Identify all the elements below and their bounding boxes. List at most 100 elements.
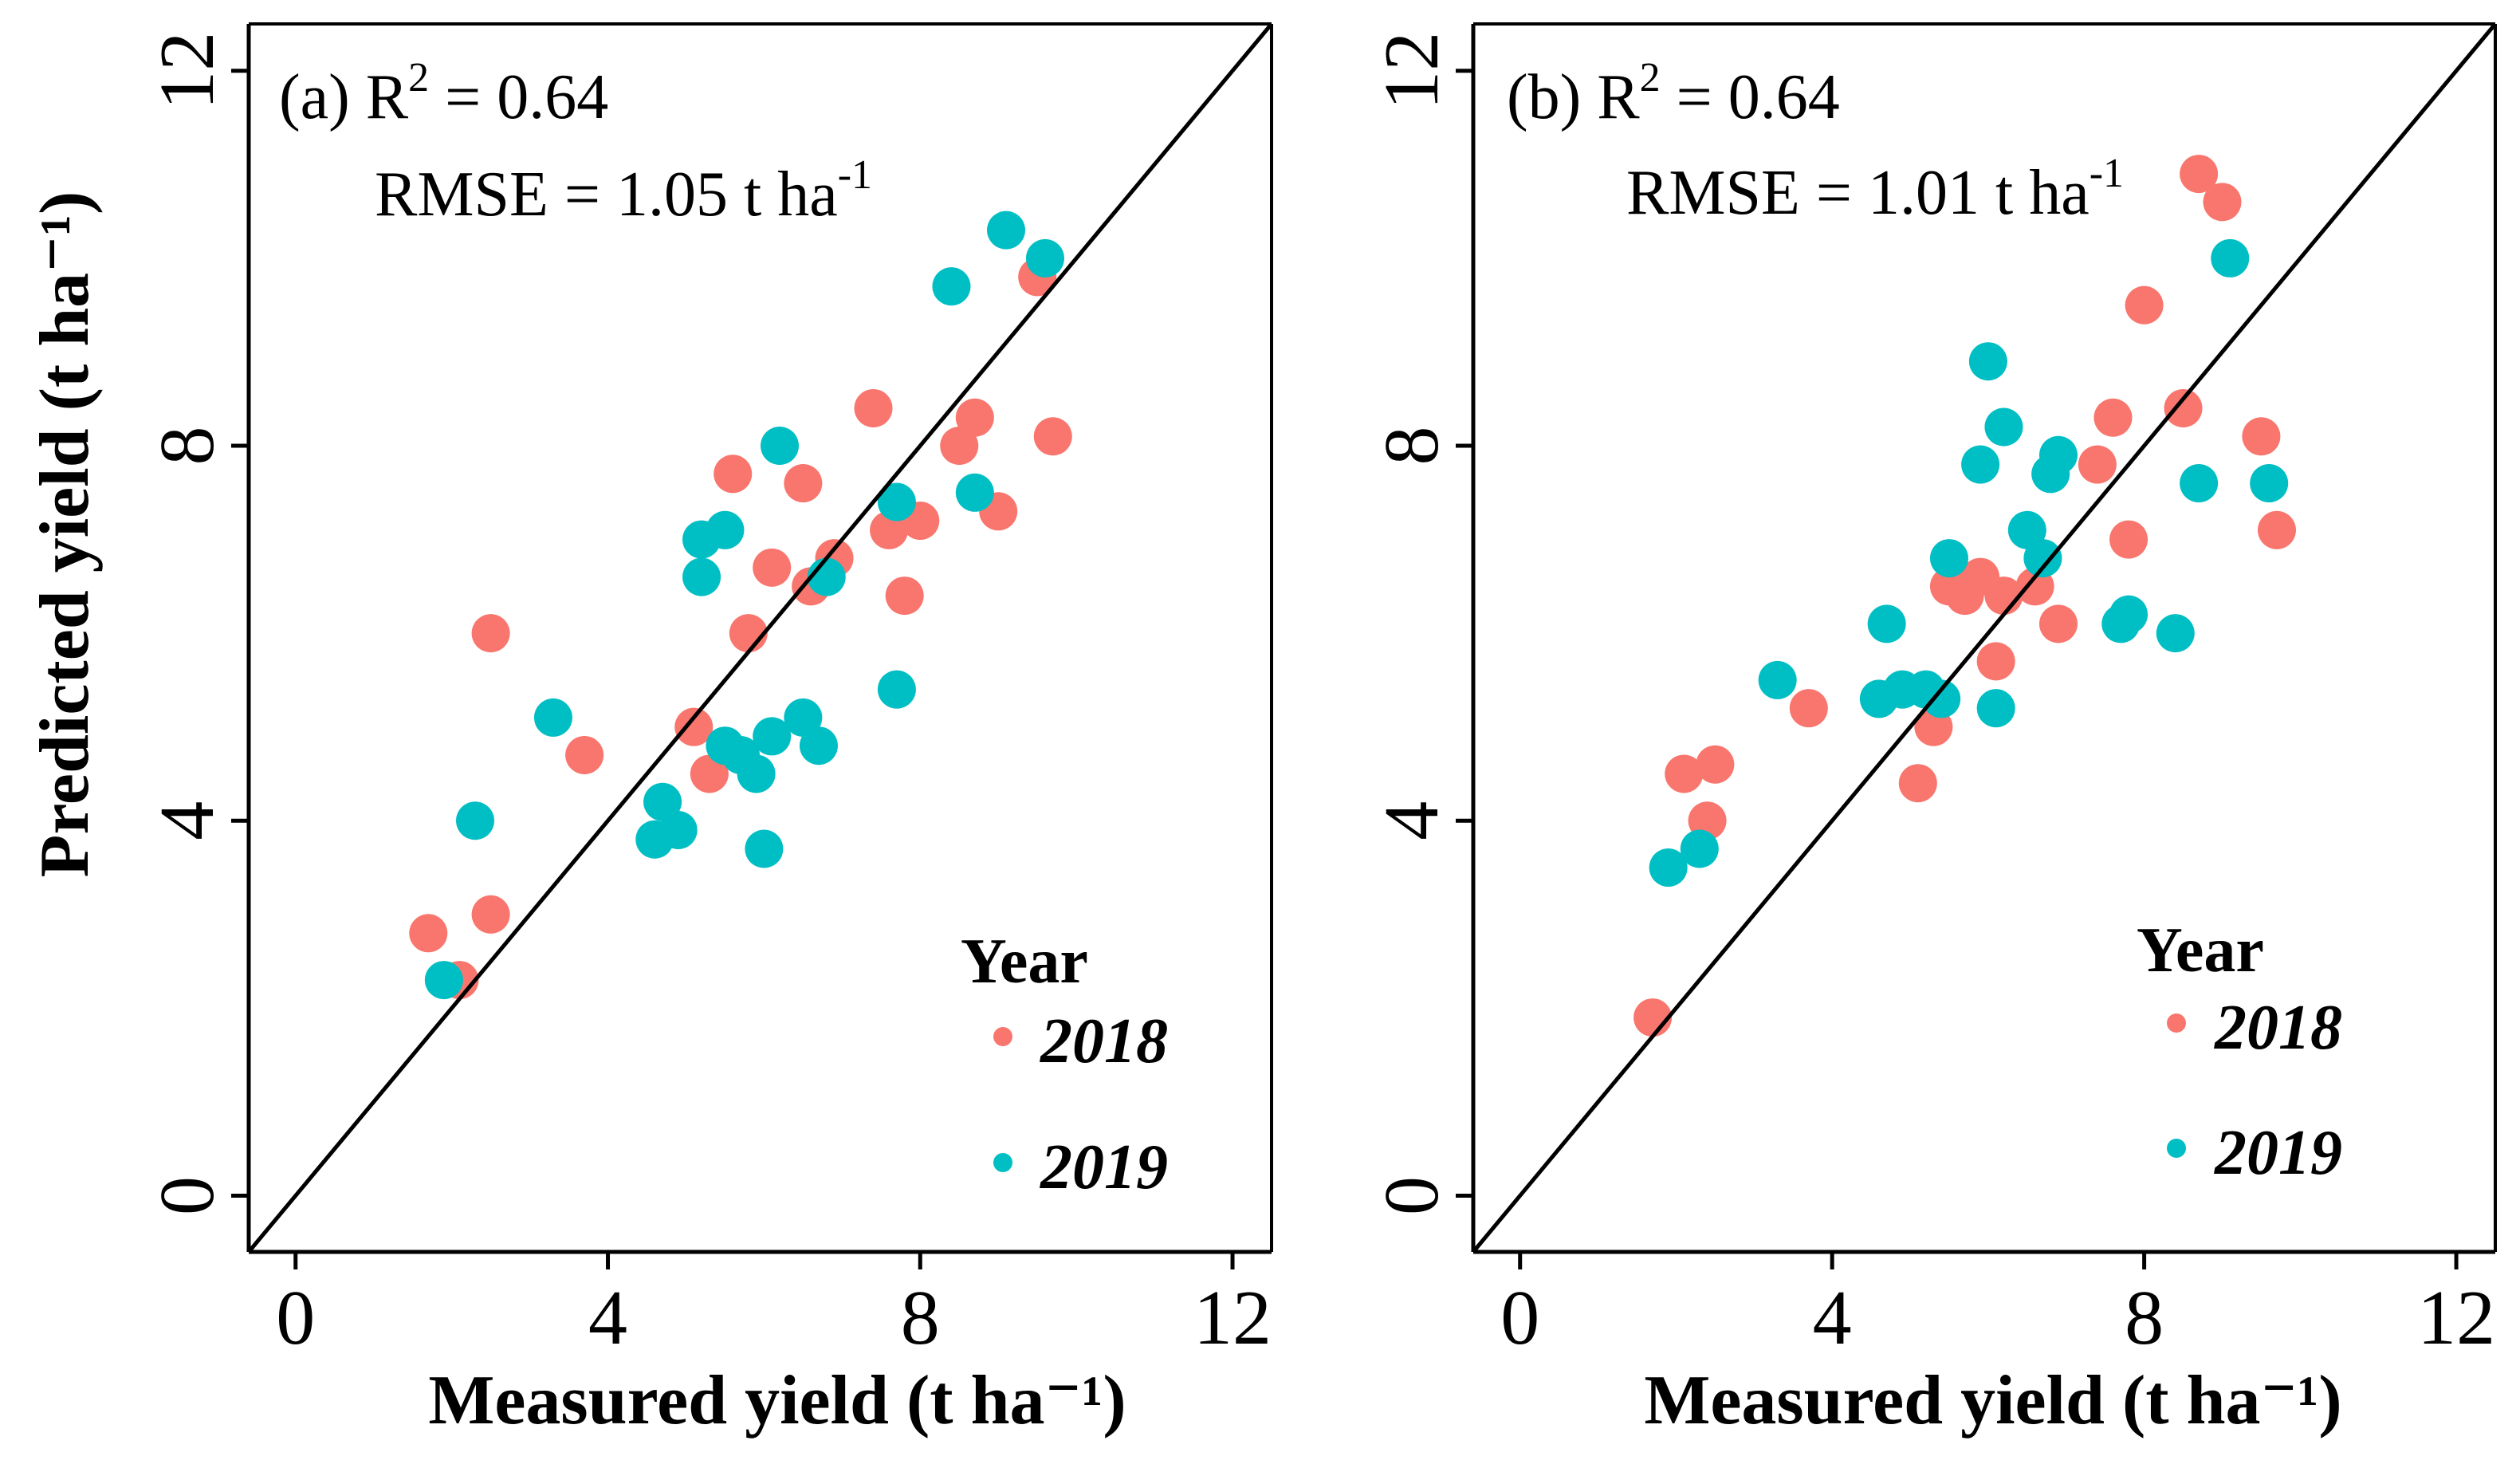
y-tick-label: 12 <box>1369 32 1455 110</box>
data-point-2019 <box>2023 539 2062 578</box>
data-point-2019 <box>682 557 721 596</box>
data-point-2018 <box>2180 155 2219 194</box>
panel-b-ticks: 0 4 8 12 0 4 8 12 <box>1369 32 2495 1361</box>
panel-a-legend-title: Year <box>961 927 1088 997</box>
x-tick-label: 8 <box>901 1275 940 1361</box>
data-point-2018 <box>753 548 792 587</box>
data-point-2019 <box>2211 238 2250 277</box>
panel-b-legend-label-2018: 2018 <box>2214 993 2342 1063</box>
data-point-2019 <box>877 482 916 521</box>
data-point-2019 <box>1929 539 1968 578</box>
data-point-2018 <box>1696 745 1735 784</box>
panel-b-r2-annotation: (b) R2 = 0.64 <box>1507 55 1840 132</box>
data-point-2019 <box>1025 238 1064 277</box>
data-point-2018 <box>1898 764 1937 803</box>
data-point-2019 <box>2007 510 2046 549</box>
panel-a: 0 4 8 12 0 4 8 12 (a) R2 = 0.64 RMSE = 1.05 t h… <box>26 22 1273 1439</box>
data-point-2019 <box>745 829 784 868</box>
data-point-2018 <box>2242 417 2281 456</box>
panel-a-points <box>409 211 1072 1000</box>
data-point-2018 <box>2125 285 2164 325</box>
data-point-2018 <box>409 914 448 953</box>
panel-a-y-axis-title: Predicted yield (t ha⁻¹) <box>26 191 104 878</box>
x-tick-label: 0 <box>276 1275 315 1361</box>
data-point-2019 <box>424 961 463 1000</box>
y-tick-label: 4 <box>144 801 230 840</box>
x-tick-label: 4 <box>1813 1275 1852 1361</box>
data-point-2019 <box>1976 689 2015 728</box>
y-tick-label: 8 <box>144 427 230 466</box>
data-point-2019 <box>1680 829 1719 868</box>
data-point-2018 <box>471 614 510 653</box>
data-point-2018 <box>1789 689 1828 728</box>
panel-a-legend-label-2018: 2018 <box>1040 1006 1168 1076</box>
x-tick-label: 12 <box>1193 1275 1272 1361</box>
data-point-2018 <box>674 707 714 746</box>
panel-b: 0 4 8 12 0 4 8 12 (b) R2 = 0.64 RMSE = 1.01 t h… <box>1369 22 2497 1439</box>
data-point-2018 <box>2203 183 2242 222</box>
panel-b-legend-key-2019 <box>2167 1139 2186 1158</box>
x-tick-label: 0 <box>1500 1275 1539 1361</box>
data-point-2018 <box>1665 754 1704 793</box>
data-point-2018 <box>940 427 979 466</box>
x-tick-label: 8 <box>2125 1275 2164 1361</box>
panel-b-points <box>1633 155 2296 1037</box>
data-point-2019 <box>737 754 776 793</box>
panel-a-legend-label-2019: 2019 <box>1040 1132 1168 1202</box>
panel-b-rmse-annotation: RMSE = 1.01 t ha-1 <box>1626 151 2124 228</box>
data-point-2018 <box>1976 642 2015 681</box>
data-point-2018 <box>2257 510 2296 549</box>
panel-b-one-to-one-line <box>1472 22 2497 1254</box>
panel-a-legend-key-2019 <box>993 1153 1012 1172</box>
y-tick-label: 12 <box>144 32 230 110</box>
data-point-2019 <box>2109 595 2148 634</box>
data-point-2018 <box>955 398 994 437</box>
data-point-2018 <box>2093 398 2133 437</box>
data-point-2019 <box>659 810 698 849</box>
panel-a-r2-annotation: (a) R2 = 0.64 <box>279 55 608 132</box>
data-point-2019 <box>1961 445 2000 484</box>
panel-a-legend-key-2018 <box>993 1027 1012 1046</box>
data-point-2019 <box>1649 848 1688 887</box>
data-point-2018 <box>2078 445 2117 484</box>
x-tick-label: 12 <box>2417 1275 2495 1361</box>
panel-a-one-to-one-line <box>247 22 1273 1254</box>
data-point-2018 <box>1033 417 1072 456</box>
panel-b-x-axis-title: Measured yield (t ha⁻¹) <box>1644 1362 2341 1439</box>
data-point-2018 <box>885 577 924 616</box>
data-point-2019 <box>2180 464 2219 503</box>
data-point-2019 <box>987 211 1026 250</box>
panel-b-legend-label-2019: 2019 <box>2214 1118 2342 1188</box>
data-point-2018 <box>714 455 753 494</box>
panel-a-x-axis-title: Measured yield (t ha⁻¹) <box>428 1362 1126 1439</box>
panel-b-legend-title: Year <box>2137 915 2264 986</box>
data-point-2019 <box>955 473 994 512</box>
data-point-2019 <box>1922 679 1961 718</box>
y-tick-label: 4 <box>1369 801 1455 840</box>
data-point-2019 <box>799 726 838 765</box>
data-point-2019 <box>753 717 792 756</box>
data-point-2019 <box>456 801 495 840</box>
data-point-2018 <box>2038 604 2078 643</box>
data-point-2018 <box>784 464 823 503</box>
data-point-2018 <box>2164 388 2203 427</box>
data-point-2019 <box>1867 604 1906 643</box>
data-point-2019 <box>2156 614 2195 653</box>
data-point-2018 <box>2109 520 2148 559</box>
data-point-2019 <box>2038 435 2078 474</box>
panel-a-rmse-annotation: RMSE = 1.05 t ha-1 <box>375 152 872 230</box>
data-point-2019 <box>706 510 745 549</box>
panel-a-ticks: 0 4 8 12 0 4 8 12 <box>144 32 1272 1361</box>
data-point-2019 <box>533 698 572 737</box>
data-point-2018 <box>690 754 729 793</box>
y-tick-label: 0 <box>144 1176 230 1215</box>
x-tick-label: 4 <box>588 1275 627 1361</box>
data-point-2019 <box>877 670 916 709</box>
data-point-2019 <box>1984 407 2023 447</box>
data-point-2019 <box>784 698 823 737</box>
y-tick-label: 8 <box>1369 427 1455 466</box>
y-tick-label: 0 <box>1369 1176 1455 1215</box>
data-point-2018 <box>854 388 893 427</box>
data-point-2019 <box>643 782 682 821</box>
